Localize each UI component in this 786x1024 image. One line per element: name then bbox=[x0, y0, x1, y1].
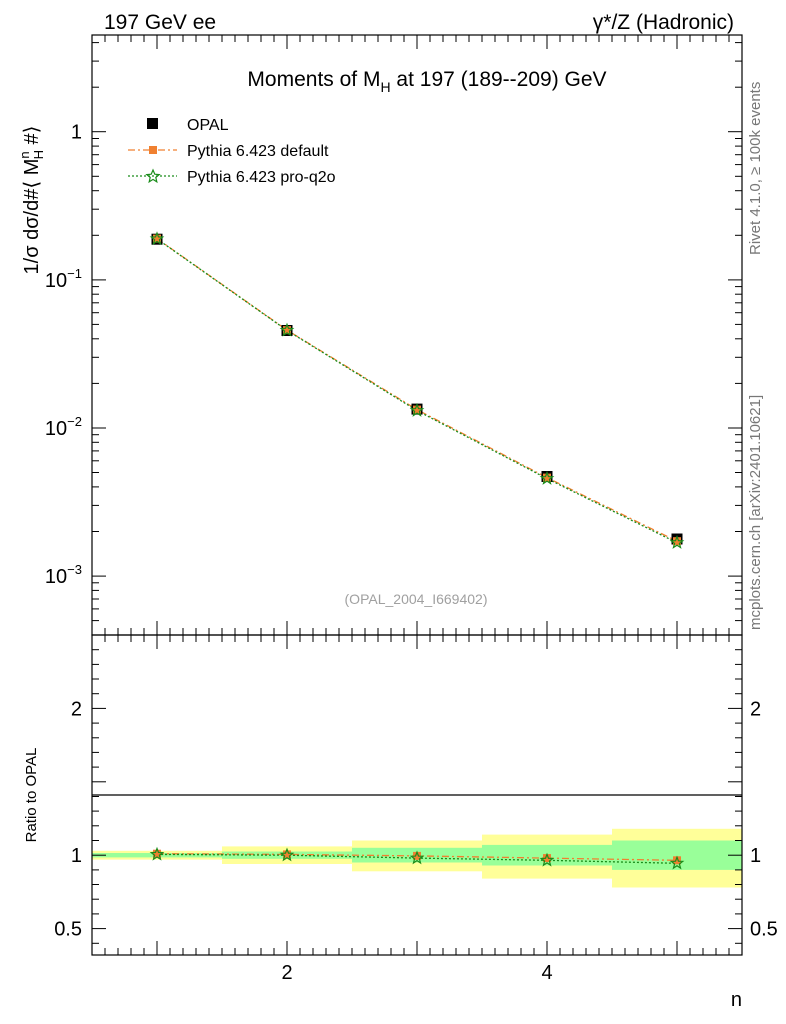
chart-title: Moments of MH at 197 (189--209) GeV bbox=[247, 68, 606, 95]
mcplots-label: mcplots.cern.ch [arXiv:2401.10621] bbox=[747, 395, 764, 630]
ratio-y-tick-label: 0.5 bbox=[54, 919, 82, 941]
ratio-y-tick-label-right: 1 bbox=[750, 845, 761, 867]
data-point-pro-q2o bbox=[539, 470, 555, 485]
x-tick-label: 4 bbox=[541, 962, 552, 984]
legend-label-default: Pythia 6.423 default bbox=[187, 143, 329, 160]
legend: OPAL Pythia 6.423 default Pythia 6.423 p… bbox=[128, 117, 336, 186]
data-point-pro-q2o bbox=[149, 231, 165, 246]
main-y-axis-label: 1/σ dσ/d#⟨ MnH #⟩ bbox=[17, 126, 46, 275]
ratio-point-default bbox=[543, 854, 551, 863]
ratio-y-tick-label: 1 bbox=[71, 845, 82, 867]
legend-marker-opal bbox=[147, 118, 158, 129]
ratio-point-default bbox=[673, 856, 681, 865]
data-point-default bbox=[283, 326, 291, 335]
ratio-point-default bbox=[283, 850, 291, 859]
ratio-point-default bbox=[413, 851, 421, 860]
legend-label-opal: OPAL bbox=[187, 117, 229, 134]
ratio-y-tick-labels: 2 2 1 1 0.5 0.5 bbox=[54, 698, 778, 940]
main-panel: 1 10−1 10−2 10−3 Moments of MH at 197 (189-… bbox=[17, 34, 743, 636]
data-point-pro-q2o bbox=[669, 534, 685, 549]
data-point-pro-q2o bbox=[279, 322, 295, 337]
header-left: 197 GeV ee bbox=[104, 11, 216, 34]
x-tick-label: 2 bbox=[281, 962, 292, 984]
ratio-point-pro-q2o bbox=[409, 850, 425, 865]
ratio-y-tick-label-right: 0.5 bbox=[750, 919, 778, 941]
ratio-point-pro-q2o bbox=[539, 852, 555, 867]
series-line-default bbox=[156, 238, 678, 542]
ratio-points bbox=[149, 846, 685, 870]
main-y-tick-labels: 1 10−1 10−2 10−3 bbox=[45, 122, 82, 588]
main-y-tick-label: 10−2 bbox=[45, 414, 82, 440]
data-point-default bbox=[413, 405, 421, 414]
series-line-pro-q2o bbox=[156, 238, 678, 544]
ratio-point-default bbox=[153, 849, 161, 858]
analysis-watermark: (OPAL_2004_I669402) bbox=[345, 591, 488, 607]
main-points bbox=[149, 231, 685, 549]
rivet-version-label: Rivet 4.1.0, ≥ 100k events bbox=[747, 82, 764, 255]
ratio-point-pro-q2o bbox=[669, 855, 685, 870]
ratio-y-tick-label-right: 2 bbox=[750, 698, 761, 720]
legend-marker-pro-q2o bbox=[145, 168, 161, 184]
data-point-default bbox=[153, 234, 161, 243]
ratio-ticks bbox=[92, 635, 742, 955]
header-right: γ*/Z (Hadronic) bbox=[593, 11, 734, 34]
x-axis-label: n bbox=[731, 989, 742, 1011]
ratio-point-pro-q2o bbox=[149, 846, 165, 861]
main-curves bbox=[156, 238, 678, 544]
ratio-point-pro-q2o bbox=[279, 847, 295, 862]
main-y-tick-label: 1 bbox=[71, 122, 82, 144]
main-ticks bbox=[92, 35, 742, 636]
ratio-y-axis-label: Ratio to OPAL bbox=[23, 748, 40, 843]
ratio-y-tick-label: 2 bbox=[71, 698, 82, 720]
main-y-tick-label: 10−1 bbox=[45, 266, 82, 292]
ratio-band-inner bbox=[612, 840, 742, 870]
legend-label-pro-q2o: Pythia 6.423 pro-q2o bbox=[187, 169, 336, 186]
data-point-default bbox=[673, 537, 681, 546]
main-y-tick-label: 10−3 bbox=[45, 562, 82, 588]
data-point-default bbox=[543, 473, 551, 482]
data-point-pro-q2o bbox=[409, 402, 425, 417]
legend-marker-default bbox=[149, 146, 157, 154]
